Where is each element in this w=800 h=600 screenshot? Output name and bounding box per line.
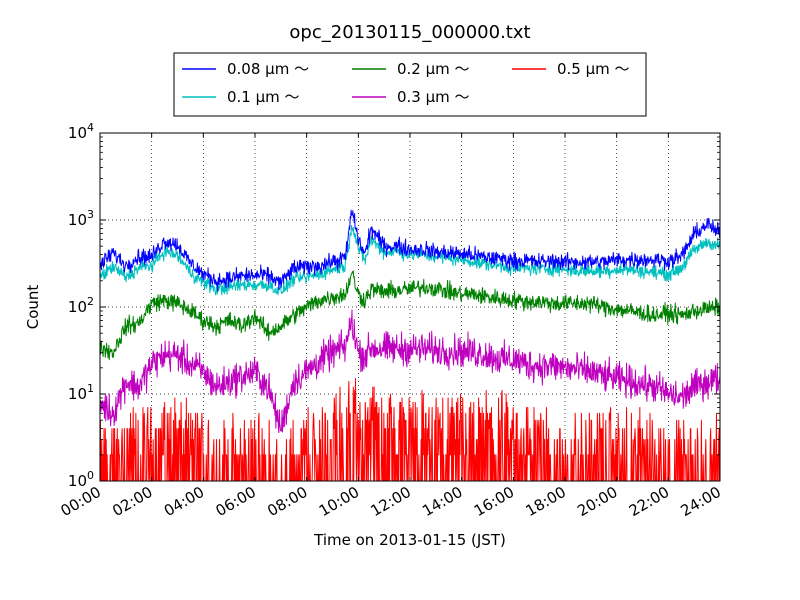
legend: 0.08 μm ～ 0.1 μm ～ 0.2 μm ～ 0.3 μm ～ 0.5 μm …	[173, 52, 647, 117]
chart-title: opc_20130115_000000.txt	[289, 22, 530, 43]
legend-label: 0.3 μm ～	[397, 88, 470, 106]
series-line	[100, 209, 720, 292]
x-axis-label: Time on 2013-01-15 (JST)	[313, 531, 506, 549]
series-layer	[100, 209, 720, 481]
y-tick-label: 100	[68, 469, 94, 490]
y-tick-label: 104	[68, 121, 94, 142]
y-tick-label: 102	[68, 295, 94, 316]
series-line	[100, 270, 720, 361]
legend-box	[173, 52, 647, 117]
y-tick-label: 103	[68, 208, 94, 229]
series-line	[100, 378, 720, 481]
legend-label: 0.08 μm ～	[227, 60, 309, 78]
series-line	[100, 309, 720, 433]
legend-label: 0.5 μm ～	[557, 60, 630, 78]
y-tick-label: 101	[68, 382, 94, 403]
legend-label: 0.2 μm ～	[397, 60, 470, 78]
y-axis-label: Count	[24, 285, 42, 330]
legend-label: 0.1 μm ～	[227, 88, 300, 106]
